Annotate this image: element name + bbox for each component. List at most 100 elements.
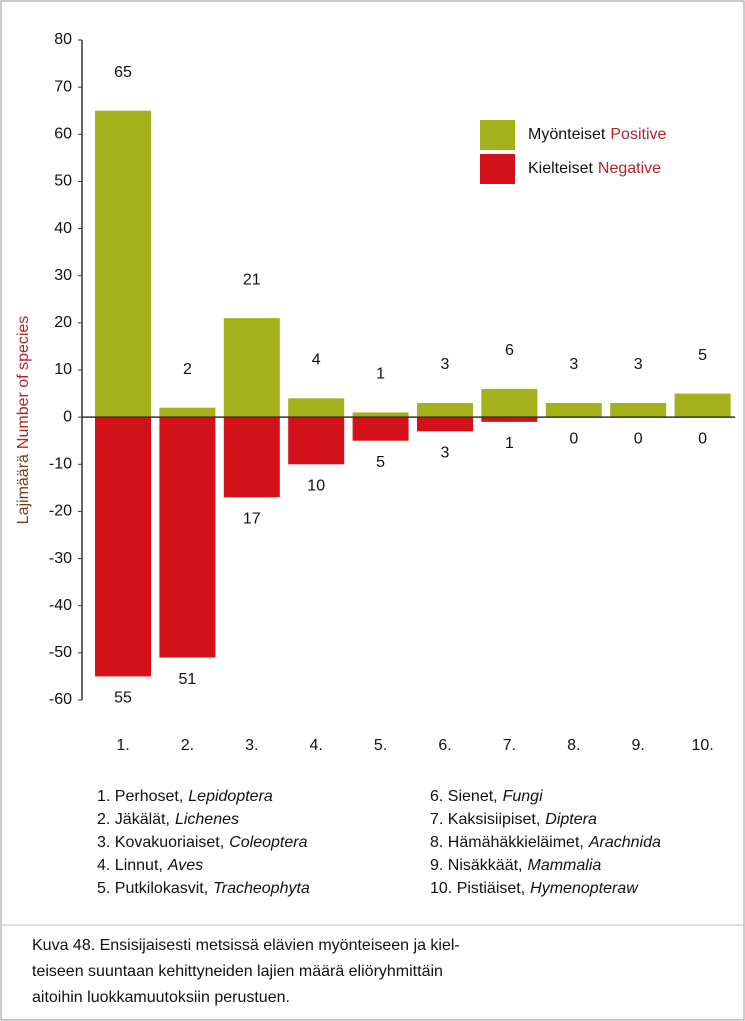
value-label: 6 [505, 342, 514, 359]
group-item: 5. Putkilokasvit, Tracheophyta [97, 880, 310, 897]
bar [481, 388, 538, 418]
caption-line: aitoihin luokkamuutoksiin perustuen. [32, 989, 290, 1006]
value-label: 10 [307, 478, 325, 495]
y-tick-label: 20 [54, 314, 72, 331]
bar [352, 412, 409, 418]
bar [417, 403, 473, 418]
y-tick-label: -60 [49, 691, 72, 708]
legend-swatch [480, 154, 515, 184]
bar [159, 407, 216, 418]
bar [288, 417, 345, 465]
group-label: 1. Perhoset, [97, 788, 183, 805]
group-latin: Lichenes [175, 811, 239, 828]
value-label: 17 [243, 511, 261, 528]
y-tick-label: 60 [54, 126, 72, 143]
group-label: 9. Nisäkkäät, [430, 857, 522, 874]
bar [288, 398, 345, 418]
group-item: 1. Perhoset, Lepidoptera [97, 788, 273, 805]
group-item: 2. Jäkälät, Lichenes [97, 811, 239, 828]
group-latin: Arachnida [588, 834, 661, 851]
value-label: 5 [698, 347, 707, 364]
y-tick-label: 80 [54, 31, 72, 48]
group-latin: Diptera [545, 811, 597, 828]
bar [610, 403, 667, 418]
group-label: 6. Sienet, [430, 788, 498, 805]
value-label: 3 [634, 356, 643, 373]
group-latin: Coleoptera [229, 834, 307, 851]
legend-name: Myönteiset [528, 126, 606, 143]
group-label: 3. Kovakuoriaiset, [97, 834, 224, 851]
value-label: 0 [634, 430, 643, 447]
value-label: 65 [114, 64, 132, 81]
bar [223, 318, 280, 418]
x-tick-label: 2. [181, 737, 194, 754]
group-latin: Mammalia [527, 857, 601, 874]
x-tick-label: 1. [116, 737, 129, 754]
group-latin: Tracheophyta [213, 880, 310, 897]
legend-label: Myönteiset Positive [528, 126, 667, 143]
bar [417, 417, 473, 432]
y-tick-label: 10 [54, 361, 72, 378]
bar [159, 417, 216, 658]
group-latin: Aves [167, 857, 203, 874]
bar [223, 417, 280, 498]
x-tick-label: 6. [438, 737, 451, 754]
y-axis-label-en: Number of species [15, 316, 32, 449]
group-item: 10. Pistiäiset, Hymenopteraw [430, 880, 639, 897]
value-label: 1 [505, 435, 514, 452]
bar [95, 417, 151, 677]
group-label: 4. Linnut, [97, 857, 163, 874]
value-label: 0 [698, 430, 707, 447]
x-tick-label: 10. [691, 737, 713, 754]
bar [545, 403, 602, 418]
y-tick-label: -10 [49, 456, 72, 473]
legend-name-en: Negative [598, 160, 661, 177]
legend-name: Kielteiset [528, 160, 593, 177]
x-tick-label: 3. [245, 737, 258, 754]
group-label: 2. Jäkälät, [97, 811, 170, 828]
value-label: 2 [183, 361, 192, 378]
x-tick-label: 9. [632, 737, 645, 754]
caption-line: teiseen suuntaan kehittyneiden lajien mä… [32, 963, 443, 980]
group-item: 3. Kovakuoriaiset, Coleoptera [97, 834, 308, 851]
y-tick-label: 50 [54, 173, 72, 190]
value-label: 1 [376, 366, 385, 383]
bar [352, 417, 409, 441]
y-axis-label-fi: Lajimäärä [15, 454, 32, 524]
group-item: 4. Linnut, Aves [97, 857, 203, 874]
group-latin: Hymenopteraw [530, 880, 639, 897]
group-label: 7. Kaksisiipiset, [430, 811, 540, 828]
group-item: 6. Sienet, Fungi [430, 788, 543, 805]
y-tick-label: 70 [54, 78, 72, 95]
value-label: 51 [179, 671, 197, 688]
bar [95, 110, 151, 418]
y-tick-label: 30 [54, 267, 72, 284]
y-tick-label: -30 [49, 550, 72, 567]
y-tick-label: -40 [49, 597, 72, 614]
value-label: 3 [441, 445, 450, 462]
legend-swatch [480, 120, 515, 150]
y-axis-label: Lajimäärä Number of species [15, 316, 32, 525]
y-tick-label: -20 [49, 503, 72, 520]
group-label: 10. Pistiäiset, [430, 880, 525, 897]
value-label: 3 [441, 356, 450, 373]
y-tick-label: 0 [63, 408, 72, 425]
legend-name-en: Positive [610, 126, 666, 143]
group-latin: Fungi [503, 788, 543, 805]
value-label: 5 [376, 454, 385, 471]
bar [481, 417, 538, 422]
value-label: 3 [569, 356, 578, 373]
caption-line: Kuva 48. Ensisijaisesti metsissä elävien… [32, 937, 460, 954]
value-label: 21 [243, 271, 261, 288]
group-item: 9. Nisäkkäät, Mammalia [430, 857, 601, 874]
value-label: 55 [114, 690, 132, 707]
group-latin: Lepidoptera [188, 788, 273, 805]
x-tick-label: 4. [310, 737, 323, 754]
group-item: 8. Hämähäkkieläimet, Arachnida [430, 834, 661, 851]
group-label: 5. Putkilokasvit, [97, 880, 208, 897]
x-tick-label: 8. [567, 737, 580, 754]
bar [674, 393, 731, 418]
y-tick-label: -50 [49, 644, 72, 661]
group-label: 8. Hämähäkkieläimet, [430, 834, 584, 851]
